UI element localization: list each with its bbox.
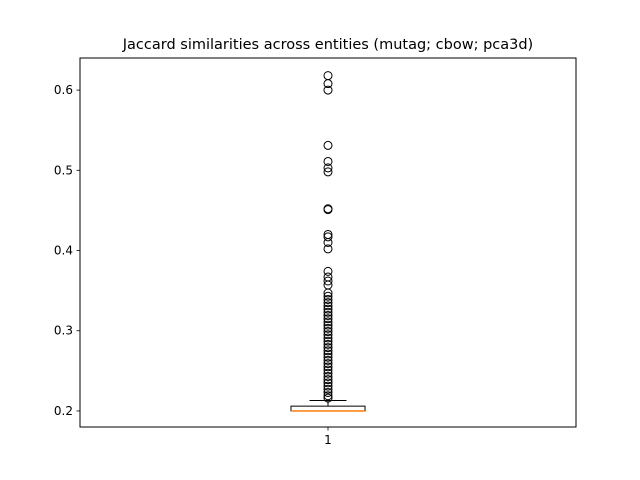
plot-area [290,71,366,412]
box-group [290,71,366,412]
outlier-point [323,388,333,398]
outlier-point [323,330,333,340]
x-axis: 1 [324,427,332,447]
outlier-point [323,336,333,346]
outlier-point [323,355,333,365]
outlier-point [323,349,333,359]
outlier-point [323,391,333,401]
outlier-point [323,365,333,375]
outlier-point [323,307,333,317]
outlier-point [323,288,333,298]
outlier-point [323,375,333,385]
outlier-point [323,314,333,324]
outlier-point [323,359,333,369]
y-tick-label: 0.5 [54,163,73,177]
outlier-point [323,85,333,95]
outlier-point [323,339,333,349]
outlier-point [323,368,333,378]
outlier-point [323,291,333,301]
outlier-point [323,163,333,173]
outlier-point [323,393,333,403]
outlier-point [323,156,333,166]
outlier-point [323,346,333,356]
outlier-point [323,301,333,311]
outlier-point [323,327,333,337]
outlier-point [323,352,333,362]
outlier-point [323,244,333,254]
outlier-point [323,304,333,314]
outlier-point [323,140,333,150]
outlier-point [323,320,333,330]
outlier-point [323,323,333,333]
y-tick-label: 0.6 [54,83,73,97]
y-tick-label: 0.2 [54,404,73,418]
x-tick-label: 1 [324,433,332,447]
outlier-point [323,232,333,242]
y-tick-label: 0.4 [54,244,73,258]
outlier-point [323,294,333,304]
outlier-point [323,238,333,247]
outlier-point [323,276,333,286]
outlier-point [323,205,333,215]
y-tick-label: 0.3 [54,324,73,338]
outlier-point [323,362,333,372]
outlier-point [323,317,333,327]
outlier-point [323,310,333,320]
outlier-point [323,384,333,394]
outlier-point [323,381,333,391]
outlier-point [323,266,333,276]
outlier-point [323,167,333,177]
outlier-point [323,333,333,343]
outlier-point [323,371,333,381]
outlier-point [323,298,333,308]
y-axis: 0.2 0.3 0.4 0.5 0.6 [54,83,80,418]
outlier-point [323,378,333,388]
outlier-point [323,79,333,89]
chart-title: Jaccard similarities across entities (mu… [122,37,533,53]
outlier-point [323,343,333,353]
